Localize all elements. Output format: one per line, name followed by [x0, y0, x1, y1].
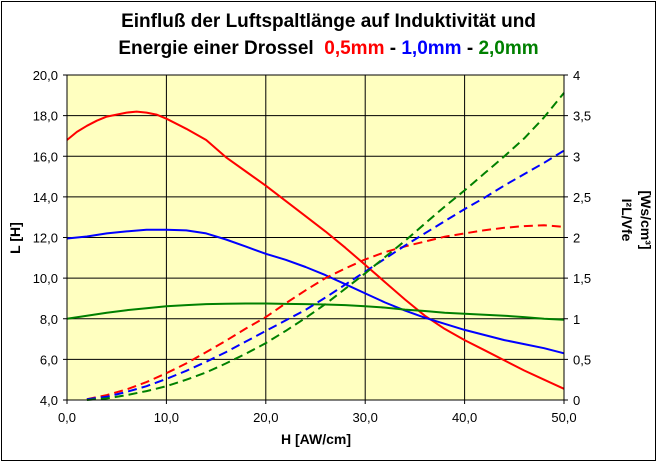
y-right-tick-label: 1	[573, 312, 580, 327]
title-line-1: Einfluß der Luftspaltlänge auf Induktivi…	[121, 11, 536, 32]
y-right-tick-label: 1,5	[573, 271, 591, 286]
title-red-label: 0,5mm	[324, 38, 385, 59]
y-left-tick-label: 6,0	[40, 352, 58, 367]
title-green-label: 2,0mm	[478, 38, 539, 59]
series-line-energy-4	[86, 149, 565, 401]
y-right-tick-label: 2,5	[573, 190, 591, 205]
y-left-tick-label: 12,0	[33, 231, 58, 246]
series-line-inductance-1	[66, 228, 565, 355]
series-line-inductance-0	[66, 110, 565, 390]
x-tick-label: 20,0	[253, 410, 278, 425]
x-tick-label: 0,0	[58, 410, 76, 425]
y-right-tick-label: 4	[573, 68, 580, 83]
chart-title: Einfluß der Luftspaltlänge auf Induktivi…	[0, 8, 657, 62]
title-line-2-prefix: Energie einer Drossel	[118, 38, 314, 59]
x-axis-label: H [AW/cm]	[281, 431, 351, 447]
series-line-energy-5	[86, 92, 565, 401]
series-line-energy-3	[86, 224, 565, 401]
y-left-tick-label: 8,0	[40, 312, 58, 327]
x-tick-labels: 0,0 10,0 20,0 30,0 40,0 50,0	[58, 400, 577, 425]
y-right-tick-label: 2	[573, 231, 580, 246]
y-left-tick-label: 10,0	[33, 271, 58, 286]
y-left-tick-labels: 4,0 6,0 8,0 10,0 12,0 14,0 16,0 18,0 20,0	[33, 68, 67, 408]
y-axis-label-left: L [H]	[7, 222, 23, 254]
series-line-inductance-2	[66, 302, 565, 321]
title-sep-2: -	[466, 38, 474, 59]
y-right-tick-label: 0,5	[573, 352, 591, 367]
x-tick-label: 50,0	[551, 410, 576, 425]
y-right-tick-label: 0	[573, 393, 580, 408]
x-tick-label: 40,0	[452, 410, 477, 425]
x-tick-label: 30,0	[353, 410, 378, 425]
y-right-tick-label: 3	[573, 149, 580, 164]
x-tick-label: 10,0	[154, 410, 179, 425]
y-axis-label-right-line-2: [Ws/cm³]	[638, 190, 654, 249]
y-axis-label-right-line-1: I²L/Vfe	[619, 199, 635, 242]
y-right-tick-labels: 0 0,5 1 1,5 2 2,5 3 3,5 4	[564, 68, 591, 408]
y-right-tick-label: 3,5	[573, 109, 591, 124]
y-left-tick-label: 20,0	[33, 68, 58, 83]
title-line-2: Energie einer Drossel 0,5mm - 1,0mm - 2,…	[0, 35, 657, 62]
grid-lines	[67, 75, 564, 400]
title-blue-label: 1,0mm	[401, 38, 462, 59]
title-sep-1: -	[389, 38, 397, 59]
series-group	[66, 92, 565, 401]
y-left-tick-label: 14,0	[33, 190, 58, 205]
y-left-tick-label: 4,0	[40, 393, 58, 408]
y-left-tick-label: 18,0	[33, 109, 58, 124]
y-left-tick-label: 16,0	[33, 149, 58, 164]
